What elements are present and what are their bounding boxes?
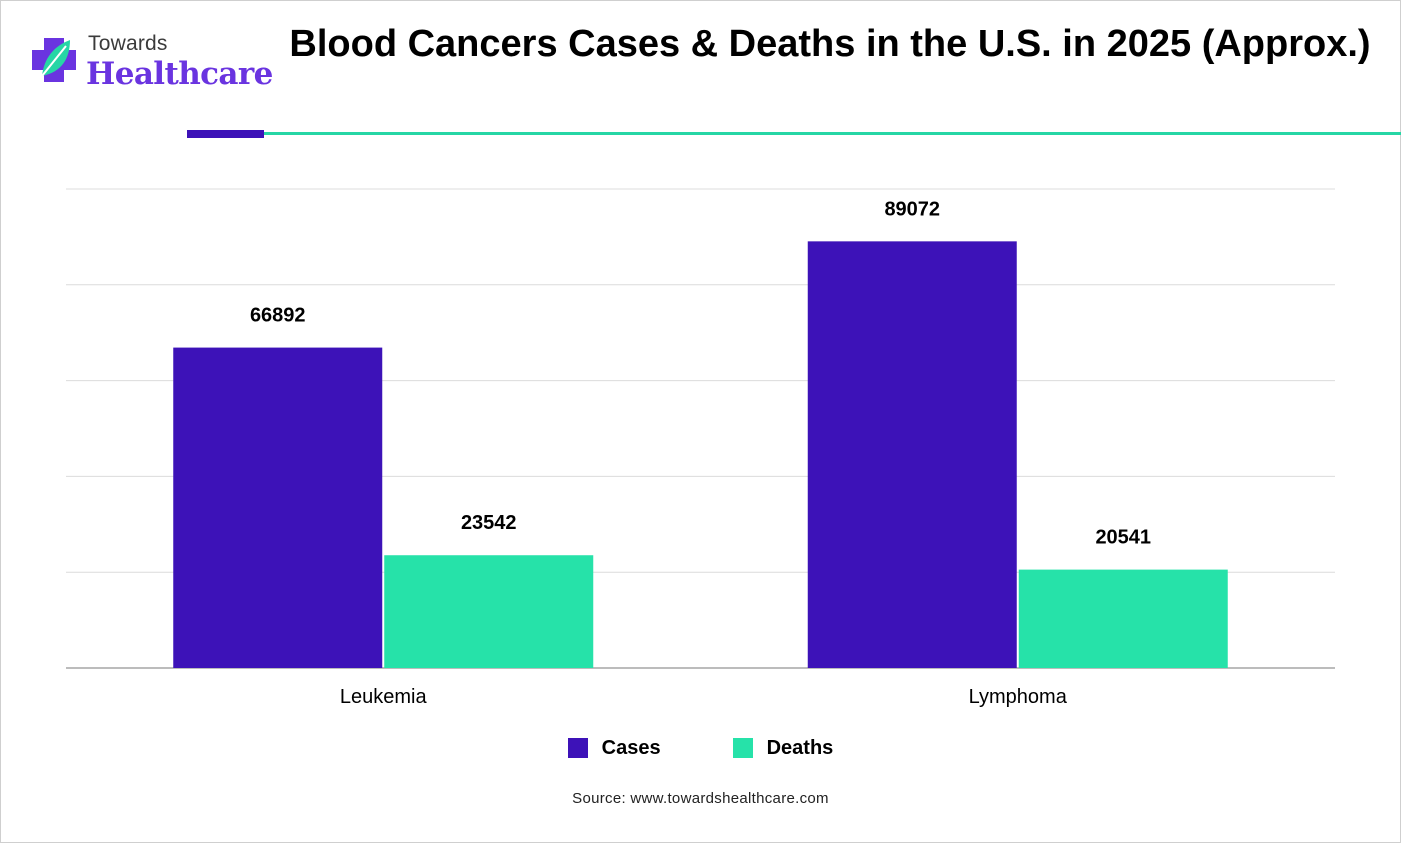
bar-deaths-lymphoma [1018,569,1228,668]
data-label: 20541 [1095,527,1151,549]
legend-item-cases: Cases [567,736,661,760]
chart-legend: Cases Deaths [0,735,1401,761]
title-rule [264,132,1401,135]
legend-label-cases: Cases [601,736,661,759]
medical-cross-leaf-icon [32,38,76,82]
source-note: Source: www.towardshealthcare.com [572,790,829,807]
bar-cases-lymphoma [807,241,1017,668]
legend-label-deaths: Deaths [766,736,834,759]
legend-item-deaths: Deaths [732,736,834,760]
data-label: 23542 [461,512,517,534]
brand-logo: Towards Healthcare [26,30,273,100]
data-label: 66892 [250,305,306,327]
bar-cases-leukemia [173,347,383,668]
legend-swatch-deaths [732,738,753,758]
chart-title: Blood Cancers Cases & Deaths in the U.S.… [289,23,1371,65]
title-rule-accent [187,130,264,138]
brand-name-top: Towards [88,32,168,55]
data-label: 89072 [884,198,940,220]
legend-swatch-cases [567,738,588,758]
x-tick-label: Leukemia [340,686,428,708]
x-tick-label: Lymphoma [969,686,1068,708]
bar-deaths-leukemia [384,555,594,668]
brand-name-bottom: Healthcare [86,56,273,92]
